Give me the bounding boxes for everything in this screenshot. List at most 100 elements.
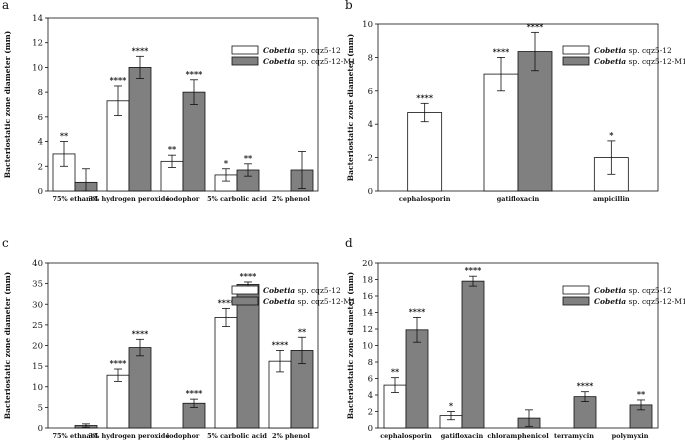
panel-c-bar-0-1 [106,374,130,429]
panel-d: d 0 2 4 6 8 10 12 14 16 18 20 Bacteriostatic zone di… [345,236,685,440]
panel-c-sig-0-3: **** [218,297,236,307]
panel-d-legend-label-0: Cobetia sp. cqz5-12 [594,286,672,295]
panel-b-ytick-label-0: 0 [368,187,373,197]
panel-a-category-label-3: 5% carbolic acid [207,195,267,203]
panel-a-ytick-label-0: 0 [38,187,43,197]
panel-c-label: c [2,236,9,250]
panel-c-sig-0-1: **** [110,358,128,368]
panel-b: b 0 2 4 6 8 10 Bacteriostatic zone diameter (mm… [345,0,685,203]
panel-b-sig-0-1: **** [493,46,511,56]
panel-a-legend-label-0: Cobetia sp. cqz5-12 [263,46,341,55]
panel-b-ylabel: Bacteriostatic zone diameter (mm) [346,34,355,181]
panel-b-ytick-label-1: 2 [368,154,373,164]
panel-d-sig-1-0: **** [409,306,427,316]
panel-d-bar-1-0 [405,329,429,429]
panel-c-legend-label-0: Cobetia sp. cqz5-12 [263,286,341,295]
panel-d-label: d [345,236,353,250]
panel-d-category-label-3: terramycin [554,432,594,440]
panel-c-sig-1-3: **** [240,271,258,281]
panel-b-legend-label-0: Cobetia sp. cqz5-12 [594,46,672,55]
panel-b-sig-1-1: **** [527,21,545,31]
panel-a-bar-1-2 [182,91,206,192]
panel-d-ytick-label-10: 20 [362,259,373,269]
panel-a-category-label-0: 75% ethanol [52,195,98,203]
panel-a-sig-0-3: * [224,158,229,168]
panel-c-sig-1-4: ** [298,326,307,336]
panel-b-category-label-2: ampicillin [593,195,630,203]
panel-c-bar-0-3 [214,317,238,429]
panel-a-legend-swatch-0 [231,45,259,55]
panel-d-category-label-2: chloramphenicol [487,432,549,440]
panel-d-sig-1-3: **** [577,381,595,391]
panel-c-ytick-label-2: 10 [32,383,43,393]
panel-d-ytick-label-7: 14 [362,309,373,319]
panel-b-bar-1-1 [517,51,553,192]
panel-a-label: a [2,0,9,12]
panel-b-category-label-1: gatifloxacin [497,195,540,203]
panel-a-category-label-1: 3% hydrogen peroxide [89,195,170,203]
panel-a-sig-1-1: **** [132,45,150,55]
panel-b-label: b [345,0,353,12]
panel-d-ytick-label-0: 0 [368,424,373,434]
panel-b-ytick-label-5: 10 [362,20,373,30]
panel-b-bar-0-1 [483,73,519,192]
panel-d-sig-1-1: **** [465,265,483,275]
panel-d-bar-1-1 [461,280,485,429]
panel-d-legend-swatch-0 [562,285,590,295]
panel-c-legend-swatch-0 [231,285,259,295]
panel-a-ytick-label-6: 12 [32,39,43,49]
panel-b-ytick-label-2: 4 [368,120,373,130]
panel-a: a 0 2 4 6 8 10 12 14 Bacteriostatic zone diameter… [2,0,356,203]
panel-a-ytick-label-7: 14 [32,14,43,24]
panel-d-ytick-label-4: 8 [368,358,373,368]
panel-c-ytick-label-0: 0 [38,424,43,434]
panel-c-ytick-label-7: 35 [32,280,43,290]
panel-b-sig-0-2: * [609,130,614,140]
panel-d-ytick-label-1: 2 [368,408,373,418]
panel-a-sig-1-2: **** [186,69,204,79]
panel-a-ytick-label-5: 10 [32,63,43,73]
panel-a-sig-0-2: ** [168,144,177,154]
panel-c-category-label-1: 3% hydrogen peroxide [89,432,170,440]
panel-a-legend-swatch-1 [231,56,259,66]
panel-c-sig-1-2: **** [186,388,204,398]
panel-b-category-label-0: cephalosporin [399,195,451,203]
panel-c-sig-0-4: **** [272,339,290,349]
panel-c-legend-label-1: Cobetia sp. cqz5-12-M1 [263,297,356,306]
panel-a-category-label-2: iodophor [167,195,200,203]
panel-a-ytick-label-4: 8 [38,88,43,98]
panel-c-category-label-0: 75% ethnaol [52,432,98,440]
panel-b-legend-swatch-0 [562,45,590,55]
panel-c-ytick-label-6: 30 [32,300,43,310]
panel-a-ytick-label-2: 4 [38,138,43,148]
panel-b-ytick-label-4: 8 [368,53,373,63]
panel-c-ytick-label-3: 15 [32,362,43,372]
panel-c-category-label-2: iodophor [167,432,200,440]
panel-b-sig-0-0: **** [416,92,434,102]
panel-d-ytick-label-3: 6 [368,375,373,385]
panel-a-category-label-4: 2% phenol [272,195,310,203]
panel-d-ytick-label-6: 12 [362,325,373,335]
panel-a-legend-label-1: Cobetia sp. cqz5-12-M1 [263,57,356,66]
panel-c-bar-1-1 [128,347,152,429]
panel-c-ytick-label-8: 40 [32,259,43,269]
panel-d-sig-0-0: ** [391,367,400,377]
panel-a-sig-0-1: **** [110,75,128,85]
panel-a-ytick-label-3: 6 [38,113,43,123]
panel-d-ylabel: Bacteriostatic zone diameter (mm) [346,272,355,419]
panel-b-ytick-label-3: 6 [368,87,373,97]
panel-b-legend-label-1: Cobetia sp. cqz5-12-M1 [594,57,685,66]
panel-a-ylabel: Bacteriostatic zone diameter (mm) [3,31,12,178]
panel-c-bar-1-3 [236,284,260,429]
panel-d-ytick-label-5: 10 [362,342,373,352]
panel-a-bar-1-1 [128,67,152,192]
panel-d-sig-1-4: ** [637,389,646,399]
panel-a-sig-1-3: ** [244,153,253,163]
panel-d-legend-swatch-1 [562,296,590,306]
panel-c: c 0 5 10 15 20 25 30 35 40 Bacteriostatic zone dia… [2,236,356,440]
panel-d-category-label-0: cephalosporin [380,432,432,440]
panel-c-ylabel: Bacteriostatic zone diameter (mm) [3,272,12,419]
panel-b-legend-swatch-1 [562,56,590,66]
panel-c-category-label-4: 2% phenol [272,432,310,440]
